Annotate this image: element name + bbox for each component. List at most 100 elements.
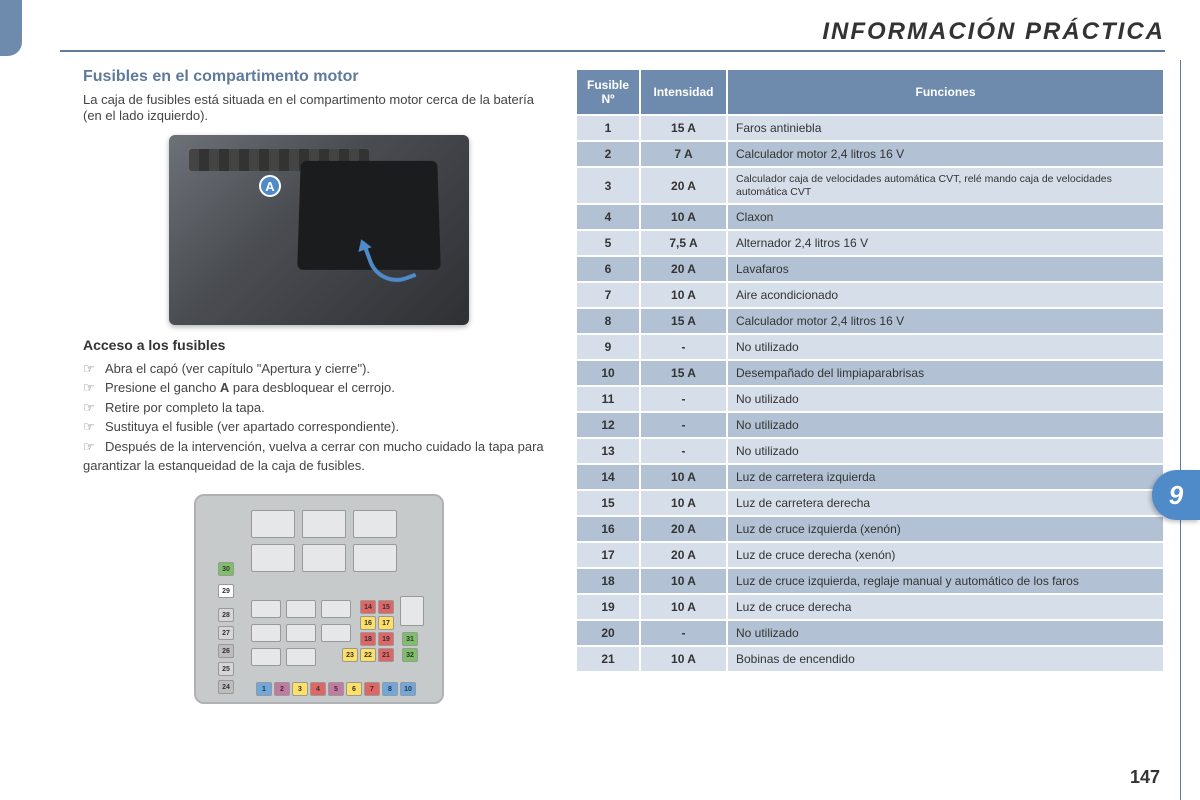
section-title: Fusibles en el compartimento motor	[83, 68, 555, 86]
cell-fuse-no: 14	[577, 465, 639, 489]
fuse-slot-3: 3	[292, 682, 308, 696]
fuse-slot-7: 7	[364, 682, 380, 696]
table-row: 410 AClaxon	[577, 205, 1163, 229]
table-row: 710 AAire acondicionado	[577, 283, 1163, 307]
table-header-row: Fusible Nº Intensidad Funciones	[577, 70, 1163, 114]
relay-slot	[321, 624, 351, 642]
cell-function: Luz de carretera derecha	[728, 491, 1163, 515]
cell-fuse-no: 12	[577, 413, 639, 437]
cell-fuse-no: 7	[577, 283, 639, 307]
cell-fuse-no: 18	[577, 569, 639, 593]
fuse-slot-32: 32	[402, 648, 418, 662]
table-row: 20-No utilizado	[577, 621, 1163, 645]
step-item: Abra el capó (ver capítulo "Apertura y c…	[83, 359, 555, 379]
cell-intensity: 20 A	[641, 543, 726, 567]
cell-fuse-no: 3	[577, 168, 639, 203]
cell-function: No utilizado	[728, 439, 1163, 463]
cell-function: Desempañado del limpiaparabrisas	[728, 361, 1163, 385]
table-row: 320 ACalculador caja de velocidades auto…	[577, 168, 1163, 203]
right-column: Fusible Nº Intensidad Funciones 115 AFar…	[575, 68, 1165, 780]
fuse-slot-4: 4	[310, 682, 326, 696]
right-edge	[1180, 60, 1200, 800]
cell-function: No utilizado	[728, 413, 1163, 437]
fuse-diagram: 2930282726252414151617181921222331321234…	[194, 494, 444, 704]
cell-intensity: -	[641, 621, 726, 645]
fuse-slot-30: 30	[218, 562, 234, 576]
cell-fuse-no: 4	[577, 205, 639, 229]
col-functions: Funciones	[728, 70, 1163, 114]
cell-fuse-no: 1	[577, 116, 639, 140]
relay-slot	[286, 600, 316, 618]
cell-function: No utilizado	[728, 621, 1163, 645]
fuse-slot-10: 10	[400, 682, 416, 696]
relay-slot	[400, 596, 424, 626]
cell-function: Alternador 2,4 litros 16 V	[728, 231, 1163, 255]
relay-slot	[251, 624, 281, 642]
table-row: 12-No utilizado	[577, 413, 1163, 437]
cell-fuse-no: 13	[577, 439, 639, 463]
fuse-slot-21: 21	[378, 648, 394, 662]
cell-function: Luz de cruce izquierda, reglaje manual y…	[728, 569, 1163, 593]
cell-fuse-no: 8	[577, 309, 639, 333]
cell-intensity: 10 A	[641, 491, 726, 515]
engine-photo: A	[169, 135, 469, 325]
steps-list: Abra el capó (ver capítulo "Apertura y c…	[83, 359, 555, 476]
fuse-slot-31: 31	[402, 632, 418, 646]
fuse-slot-28: 28	[218, 608, 234, 622]
relay-slot	[251, 648, 281, 666]
table-row: 9-No utilizado	[577, 335, 1163, 359]
relay-slot	[251, 510, 295, 538]
cell-intensity: -	[641, 439, 726, 463]
relay-slot	[302, 544, 346, 572]
table-row: 11-No utilizado	[577, 387, 1163, 411]
cell-fuse-no: 15	[577, 491, 639, 515]
cell-intensity: 10 A	[641, 569, 726, 593]
cell-function: Luz de cruce derecha (xenón)	[728, 543, 1163, 567]
cell-intensity: 7,5 A	[641, 231, 726, 255]
fuse-table: Fusible Nº Intensidad Funciones 115 AFar…	[575, 68, 1165, 673]
cell-intensity: -	[641, 413, 726, 437]
relay-slot	[302, 510, 346, 538]
fuse-slot-24: 24	[218, 680, 234, 694]
table-row: 27 ACalculador motor 2,4 litros 16 V	[577, 142, 1163, 166]
cell-function: Faros antiniebla	[728, 116, 1163, 140]
cell-intensity: -	[641, 335, 726, 359]
cell-intensity: 10 A	[641, 283, 726, 307]
fuse-slot-22: 22	[360, 648, 376, 662]
table-row: 1720 ALuz de cruce derecha (xenón)	[577, 543, 1163, 567]
cell-fuse-no: 11	[577, 387, 639, 411]
fuse-slot-26: 26	[218, 644, 234, 658]
cell-function: No utilizado	[728, 387, 1163, 411]
cell-fuse-no: 21	[577, 647, 639, 671]
relay-slot	[353, 510, 397, 538]
fuse-slot-27: 27	[218, 626, 234, 640]
cell-function: Aire acondicionado	[728, 283, 1163, 307]
cell-intensity: 10 A	[641, 647, 726, 671]
table-row: 620 ALavafaros	[577, 257, 1163, 281]
relay-slot	[321, 600, 351, 618]
fuse-slot-25: 25	[218, 662, 234, 676]
cell-function: Luz de carretera izquierda	[728, 465, 1163, 489]
cell-intensity: 20 A	[641, 168, 726, 203]
cell-fuse-no: 6	[577, 257, 639, 281]
cell-intensity: 20 A	[641, 257, 726, 281]
cell-fuse-no: 5	[577, 231, 639, 255]
table-row: 115 AFaros antiniebla	[577, 116, 1163, 140]
fuse-slot-18: 18	[360, 632, 376, 646]
cell-intensity: 15 A	[641, 361, 726, 385]
cell-fuse-no: 19	[577, 595, 639, 619]
marker-a: A	[259, 175, 281, 197]
col-intensity: Intensidad	[641, 70, 726, 114]
fuse-slot-2: 2	[274, 682, 290, 696]
cell-intensity: 10 A	[641, 205, 726, 229]
table-row: 1810 ALuz de cruce izquierda, reglaje ma…	[577, 569, 1163, 593]
page-header: INFORMACIÓN PRÁCTICA	[60, 18, 1165, 52]
cell-fuse-no: 16	[577, 517, 639, 541]
cell-function: No utilizado	[728, 335, 1163, 359]
step-item: Después de la intervención, vuelva a cer…	[83, 437, 555, 476]
intro-text: La caja de fusibles está situada en el c…	[83, 92, 555, 125]
table-row: 1910 ALuz de cruce derecha	[577, 595, 1163, 619]
cell-function: Luz de cruce izquierda (xenón)	[728, 517, 1163, 541]
content-area: Fusibles en el compartimento motor La ca…	[75, 68, 1165, 780]
col-fuse-no: Fusible Nº	[577, 70, 639, 114]
